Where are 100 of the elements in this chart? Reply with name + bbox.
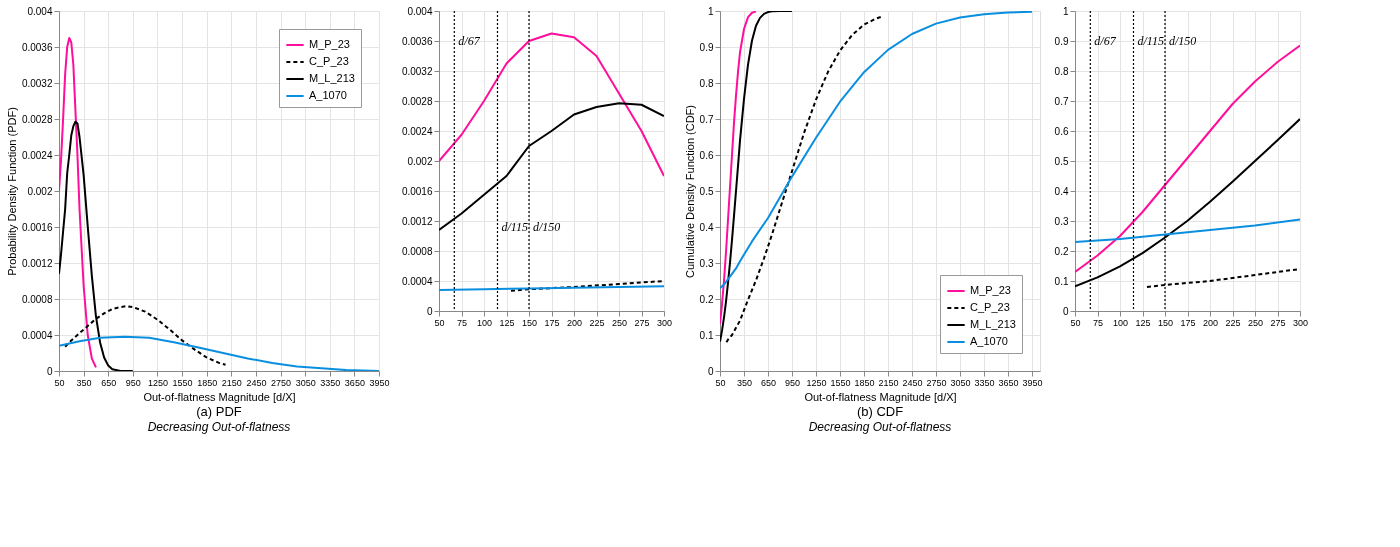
y-tick-label: 0.7	[1054, 95, 1069, 107]
x-tick-label: 200	[566, 317, 583, 328]
x-tick-label: 3050	[295, 377, 316, 388]
y-tick-label: 1	[1062, 5, 1069, 17]
line-series	[59, 37, 97, 369]
x-tick-label: 3350	[974, 377, 995, 388]
y-tick-label: 0.0032	[401, 65, 433, 77]
y-tick-label: 0.0036	[401, 35, 433, 47]
text: Decreasing Out-of-flatness	[808, 420, 952, 434]
y-axis-title: Cumulative Density Function (CDF)	[683, 105, 696, 278]
y-axis-title: Probability Density Function (PDF)	[5, 107, 18, 276]
y-tick-label: 0.3	[699, 257, 714, 269]
y-tick-label: 1	[707, 5, 714, 17]
ref-line-label: d/115	[501, 220, 528, 234]
y-tick-label: 0	[1062, 305, 1069, 317]
y-tick-label: 0.0028	[401, 95, 433, 107]
legend-label: M_L_213	[309, 72, 355, 84]
x-tick-label: 2450	[246, 377, 267, 388]
y-tick-label: 0.0016	[21, 221, 53, 233]
y-tick-label: 0.0008	[21, 293, 53, 305]
y-tick-label: 0.0032	[21, 77, 53, 89]
y-tick-label: 0.9	[1054, 35, 1069, 47]
text: (b) CDF	[856, 404, 904, 419]
y-tick-label: 0.002	[27, 185, 53, 197]
x-tick-label: 175	[544, 317, 560, 328]
x-tick-label: 3650	[344, 377, 365, 388]
legend-label: M_P_23	[970, 284, 1011, 296]
line-series	[720, 11, 757, 326]
x-tick-label: 275	[1270, 317, 1286, 328]
x-tick-label: 650	[101, 377, 117, 388]
x-tick-label: 150	[1157, 317, 1174, 328]
x-tick-label: 150	[521, 317, 538, 328]
y-tick-label: 0.6	[1054, 125, 1069, 137]
x-tick-label: 3950	[1022, 377, 1043, 388]
x-tick-label: 50	[715, 377, 726, 388]
x-tick-label: 125	[1135, 317, 1151, 328]
x-tick-label: 275	[634, 317, 650, 328]
text: (a) PDF	[196, 404, 242, 419]
x-tick-label: 250	[1247, 317, 1264, 328]
legend-label: M_P_23	[309, 38, 350, 50]
x-tick-label: 225	[1225, 317, 1241, 328]
x-tick-label: 300	[1292, 317, 1309, 328]
y-tick-label: 0.0012	[21, 257, 53, 269]
x-tick-label: 1850	[854, 377, 875, 388]
y-tick-label: 0.004	[407, 5, 433, 17]
y-tick-label: 0.4	[699, 221, 714, 233]
x-tick-label: 350	[736, 377, 753, 388]
y-tick-label: 0.7	[699, 113, 714, 125]
x-tick-label: 1250	[147, 377, 168, 388]
x-tick-label: 3350	[320, 377, 341, 388]
ref-line-label: d/67	[458, 34, 481, 48]
y-tick-label: 0.8	[699, 77, 714, 89]
legend-label: C_P_23	[309, 55, 349, 67]
x-tick-label: 200	[1202, 317, 1219, 328]
y-tick-label: 0.5	[699, 185, 714, 197]
y-tick-label: 0.0024	[21, 149, 53, 161]
line-series	[725, 15, 884, 344]
x-tick-label: 50	[1070, 317, 1081, 328]
y-tick-label: 0.0004	[401, 275, 433, 287]
x-tick-label: 3050	[950, 377, 971, 388]
y-tick-label: 0.6	[699, 149, 714, 161]
y-tick-label: 0.5	[1054, 155, 1069, 167]
x-tick-label: 100	[1112, 317, 1129, 328]
x-tick-label: 175	[1180, 317, 1196, 328]
x-tick-label: 350	[76, 377, 92, 388]
y-tick-label: 0.8	[1054, 65, 1069, 77]
line-series	[439, 32, 664, 177]
y-tick-label: 0.0004	[21, 329, 53, 341]
x-tick-label: 125	[499, 317, 515, 328]
ref-line-label: d/67	[1094, 34, 1117, 48]
x-tick-label: 950	[125, 377, 141, 388]
legend-label: A_1070	[970, 335, 1008, 347]
line-series	[1075, 44, 1300, 273]
x-tick-label: 50	[434, 317, 445, 328]
y-tick-label: 0.1	[699, 329, 714, 341]
x-tick-label: 3950	[369, 377, 390, 388]
y-tick-label: 0	[46, 365, 53, 377]
x-tick-label: 225	[589, 317, 605, 328]
y-tick-label: 0.0008	[401, 245, 433, 257]
y-tick-label: 0.3	[1054, 215, 1069, 227]
y-tick-label: 0.1	[1054, 275, 1069, 287]
x-tick-label: 100	[476, 317, 493, 328]
x-tick-label: 2450	[902, 377, 923, 388]
y-tick-label: 0.0028	[21, 113, 53, 125]
x-tick-label: 2750	[271, 377, 292, 388]
x-tick-label: 50	[54, 377, 65, 388]
legend-label: C_P_23	[970, 301, 1010, 313]
text: Decreasing Out-of-flatness	[147, 420, 291, 434]
x-tick-label: 75	[456, 317, 468, 328]
legend-label: A_1070	[309, 89, 347, 101]
y-tick-label: 0.4	[1054, 185, 1069, 197]
ref-line-label: d/150	[533, 220, 561, 234]
ref-line-label: d/150	[1169, 34, 1197, 48]
y-tick-label: 0.002	[407, 155, 433, 167]
x-tick-label: 2150	[878, 377, 899, 388]
legend-label: M_L_213	[970, 318, 1016, 330]
y-tick-label: 0.0016	[401, 185, 433, 197]
y-tick-label: 0.004	[27, 5, 53, 17]
x-tick-label: 75	[1092, 317, 1104, 328]
line-series	[1075, 218, 1300, 243]
